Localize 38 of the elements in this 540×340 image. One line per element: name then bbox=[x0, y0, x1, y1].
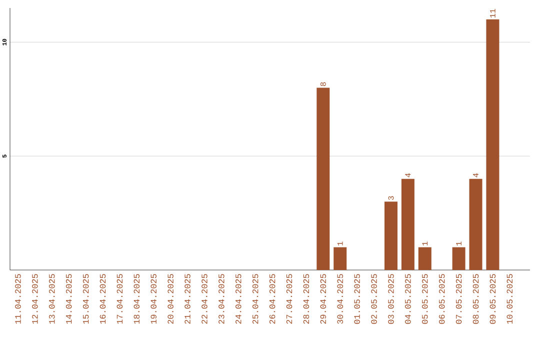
x-tick-label: 20.04.2025 bbox=[168, 274, 174, 324]
bar bbox=[384, 202, 398, 270]
bar bbox=[469, 178, 482, 270]
bar bbox=[334, 247, 347, 270]
x-tick-label: 26.04.2025 bbox=[269, 274, 276, 324]
x-tick-label: 21.04.2025 bbox=[184, 274, 190, 324]
x-tick-label: 14.04.2025 bbox=[66, 274, 72, 324]
x-tick-label: 03.05.2025 bbox=[388, 274, 394, 324]
x-tick-label: 17.04.2025 bbox=[116, 274, 123, 324]
x-tick-label: 02.05.2025 bbox=[371, 274, 377, 324]
bar bbox=[486, 19, 500, 270]
x-tick-label: 16.04.2025 bbox=[100, 274, 106, 324]
x-tick-label: 06.05.2025 bbox=[438, 274, 445, 324]
x-tick-label: 23.04.2025 bbox=[218, 274, 224, 324]
bar bbox=[401, 178, 414, 270]
x-tick-label: 19.04.2025 bbox=[150, 274, 156, 324]
x-tick-label: 15.04.2025 bbox=[82, 274, 89, 324]
x-tick-label: 12.04.2025 bbox=[32, 274, 38, 324]
bar bbox=[316, 88, 330, 270]
x-tick-label: 09.05.2025 bbox=[490, 274, 496, 324]
x-tick-label: 11.04.2025 bbox=[15, 274, 21, 324]
x-tick-label: 25.04.2025 bbox=[252, 274, 258, 324]
x-tick-label: 08.05.2025 bbox=[472, 274, 479, 324]
x-tick-label: 04.05.2025 bbox=[405, 274, 411, 324]
x-tick-label: 29.04.2025 bbox=[320, 274, 326, 324]
x-tick-label: 07.05.2025 bbox=[456, 274, 462, 324]
x-tick-label: 10.05.2025 bbox=[506, 274, 513, 324]
x-tick-label: 24.04.2025 bbox=[236, 274, 242, 324]
bar bbox=[418, 247, 432, 270]
x-tick-label: 28.04.2025 bbox=[303, 274, 310, 324]
x-tick-label: 13.04.2025 bbox=[49, 274, 55, 324]
x-tick-label: 18.04.2025 bbox=[134, 274, 140, 324]
x-tick-label: 01.05.2025 bbox=[354, 274, 360, 324]
x-tick-label: 27.04.2025 bbox=[286, 274, 292, 324]
bar bbox=[452, 247, 466, 270]
x-tick-label: 05.05.2025 bbox=[422, 274, 428, 324]
x-tick-label: 22.04.2025 bbox=[202, 274, 208, 324]
x-tick-label: 30.04.2025 bbox=[337, 274, 343, 324]
